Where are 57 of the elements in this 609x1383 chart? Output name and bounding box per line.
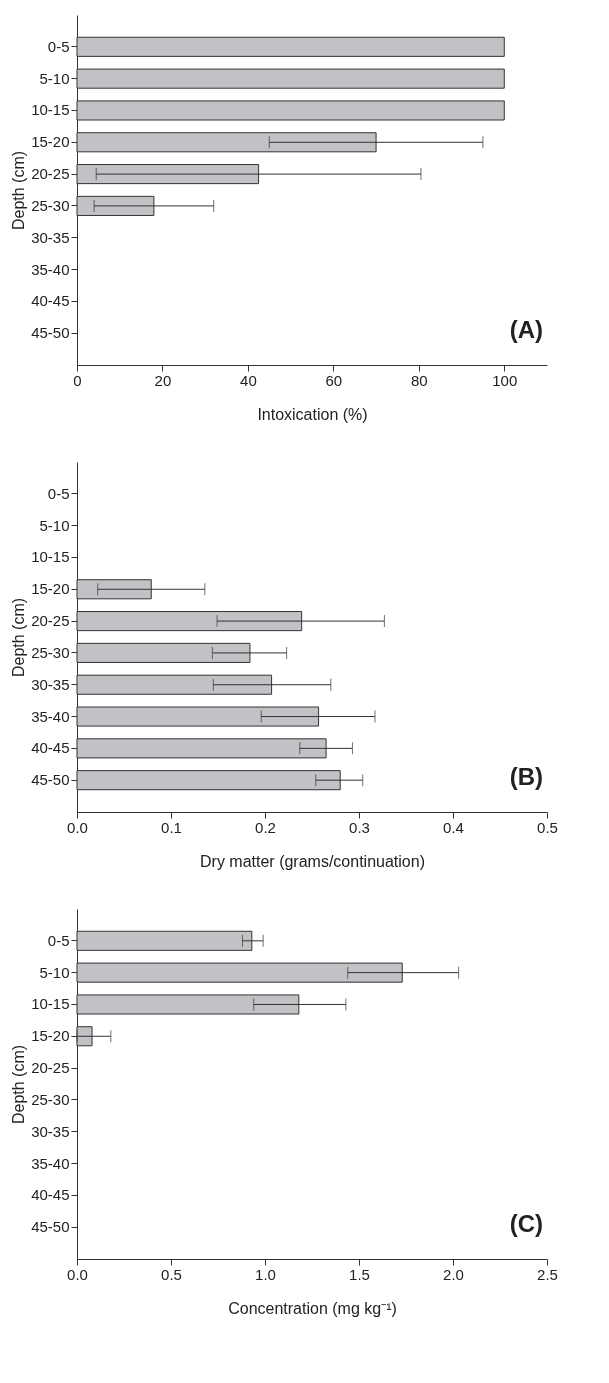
y-tick-label: 5-10 (39, 69, 70, 87)
x-tick-label: 1.5 (349, 1265, 370, 1283)
y-tick-label: 25-30 (31, 196, 70, 214)
y-tick-label: 15-20 (31, 1027, 70, 1045)
y-tick-label: 20-25 (31, 165, 70, 183)
y-tick-label: 40-45 (31, 1186, 70, 1204)
y-axis-title: Depth (cm) (10, 597, 28, 678)
y-tick-label: 45-50 (31, 771, 70, 789)
x-tick-label: 0 (73, 371, 82, 389)
x-axis-title: Intoxication (%) (257, 405, 368, 423)
y-tick-label: 5-10 (39, 516, 70, 534)
y-tick-label: 15-20 (31, 580, 70, 598)
y-tick-label: 45-50 (31, 1218, 70, 1236)
annotation: (B) (509, 763, 543, 790)
x-tick-label: 2.0 (443, 1265, 464, 1283)
x-tick-label: 0.4 (443, 818, 464, 836)
y-tick-label: 0-5 (47, 37, 70, 55)
x-tick-label: 60 (325, 371, 343, 389)
y-tick-label: 20-25 (31, 1059, 70, 1077)
y-tick-label: 30-35 (31, 228, 70, 246)
x-tick-label: 40 (240, 371, 257, 389)
y-tick-label: 0-5 (47, 484, 70, 502)
y-tick-label: 25-30 (31, 1090, 70, 1108)
x-tick-label: 100 (492, 371, 518, 389)
y-tick-label: 10-15 (31, 995, 70, 1013)
y-tick-label: 10-15 (31, 101, 70, 119)
y-tick-label: 30-35 (31, 1122, 70, 1140)
x-tick-label: 0.0 (67, 1265, 88, 1283)
y-tick-label: 35-40 (31, 260, 70, 278)
annotation: (A) (509, 316, 543, 343)
x-tick-label: 0.1 (161, 818, 182, 836)
y-tick-label: 5-10 (39, 963, 70, 981)
x-tick-label: 80 (410, 371, 428, 389)
y-tick-label: 45-50 (31, 324, 70, 342)
x-tick-label: 0.2 (255, 818, 276, 836)
annotation: (C) (509, 1210, 543, 1237)
x-tick-label: 1.0 (255, 1265, 276, 1283)
x-axis-title: Concentration (mg kg⁻¹) (228, 1299, 397, 1317)
y-tick-label: 35-40 (31, 707, 70, 725)
x-tick-label: 20 (154, 371, 172, 389)
x-tick-label: 0.3 (349, 818, 370, 836)
y-tick-label: 10-15 (31, 548, 70, 566)
x-tick-label: 0.5 (161, 1265, 182, 1283)
y-tick-label: 20-25 (31, 612, 70, 630)
y-tick-label: 35-40 (31, 1154, 70, 1172)
y-tick-label: 15-20 (31, 133, 70, 151)
y-axis-title: Depth (cm) (10, 150, 28, 231)
y-tick-label: 40-45 (31, 739, 70, 757)
y-tick-label: 25-30 (31, 643, 70, 661)
y-tick-label: 30-35 (31, 675, 70, 693)
y-tick-label: 0-5 (47, 931, 70, 949)
x-tick-label: 2.5 (537, 1265, 558, 1283)
y-axis-title: Depth (cm) (10, 1044, 28, 1125)
x-axis-title: Dry matter (grams/continuation) (200, 852, 425, 870)
x-tick-label: 0.5 (537, 818, 558, 836)
x-tick-label: 0.0 (67, 818, 88, 836)
y-tick-label: 40-45 (31, 292, 70, 310)
